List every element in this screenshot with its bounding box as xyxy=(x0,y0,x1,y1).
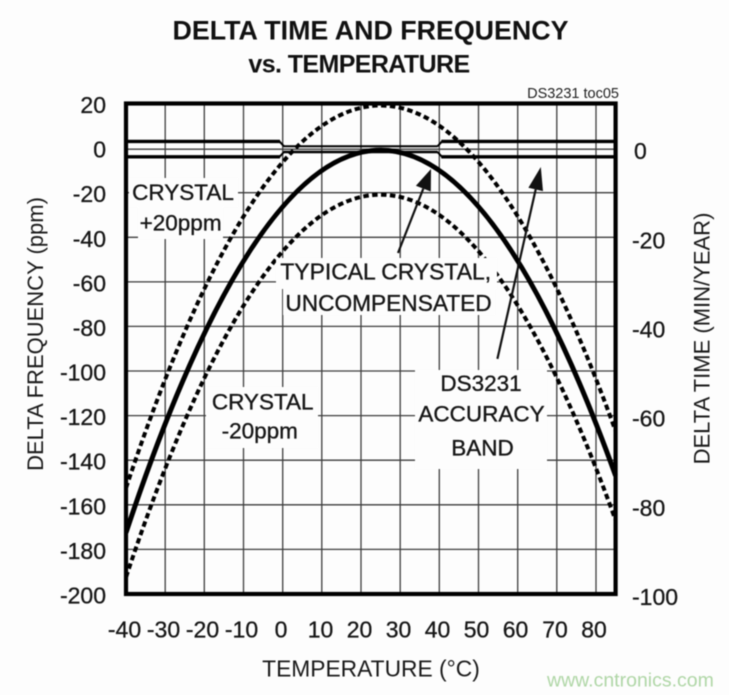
svg-text:TEMPERATURE (°C): TEMPERATURE (°C) xyxy=(262,656,480,682)
svg-text:-120: -120 xyxy=(60,404,106,430)
svg-text:-20: -20 xyxy=(186,617,219,643)
svg-text:-100: -100 xyxy=(632,584,678,610)
svg-text:+20ppm: +20ppm xyxy=(140,211,222,236)
svg-text:BAND: BAND xyxy=(451,435,514,460)
svg-text:-140: -140 xyxy=(60,449,106,475)
svg-text:60: 60 xyxy=(503,617,529,643)
svg-text:-80: -80 xyxy=(632,495,665,521)
svg-text:DELTA TIME AND FREQUENCY: DELTA TIME AND FREQUENCY xyxy=(173,16,569,46)
svg-text:-30: -30 xyxy=(147,617,180,643)
svg-text:-180: -180 xyxy=(60,538,106,564)
svg-text:-20ppm: -20ppm xyxy=(222,419,298,444)
svg-text:vs. TEMPERATURE: vs. TEMPERATURE xyxy=(248,51,469,79)
svg-text:-20: -20 xyxy=(73,181,106,207)
svg-text:DELTA FREQUENCY (ppm): DELTA FREQUENCY (ppm) xyxy=(23,197,48,471)
svg-text:-10: -10 xyxy=(225,617,258,643)
svg-text:DS3231: DS3231 xyxy=(440,371,521,396)
svg-text:0: 0 xyxy=(93,137,106,163)
svg-text:80: 80 xyxy=(581,617,607,643)
svg-text:0: 0 xyxy=(634,138,647,164)
svg-text:-160: -160 xyxy=(60,493,106,519)
svg-text:-80: -80 xyxy=(73,315,106,341)
svg-text:30: 30 xyxy=(386,617,412,643)
svg-text:ACCURACY: ACCURACY xyxy=(418,401,544,426)
svg-text:DS3231 toc05: DS3231 toc05 xyxy=(527,86,619,102)
svg-text:-60: -60 xyxy=(73,270,106,296)
svg-text:20: 20 xyxy=(80,92,106,118)
svg-text:-100: -100 xyxy=(60,360,106,386)
svg-text:-40: -40 xyxy=(108,617,141,643)
svg-text:50: 50 xyxy=(464,617,490,643)
svg-text:-40: -40 xyxy=(73,226,106,252)
svg-text:0: 0 xyxy=(275,617,288,643)
svg-text:DELTA TIME (MIN/YEAR): DELTA TIME (MIN/YEAR) xyxy=(690,213,715,465)
svg-text:-200: -200 xyxy=(60,583,106,609)
svg-text:UNCOMPENSATED: UNCOMPENSATED xyxy=(285,290,491,316)
svg-text:-60: -60 xyxy=(632,406,665,432)
svg-text:20: 20 xyxy=(347,617,373,643)
svg-text:CRYSTAL: CRYSTAL xyxy=(212,390,314,415)
svg-text:10: 10 xyxy=(308,617,334,643)
svg-text:TYPICAL CRYSTAL,: TYPICAL CRYSTAL, xyxy=(280,259,491,285)
svg-text:40: 40 xyxy=(425,617,451,643)
svg-text:-20: -20 xyxy=(632,227,665,253)
svg-text:www.cntronics.com: www.cntronics.com xyxy=(546,670,714,692)
svg-text:70: 70 xyxy=(542,617,568,643)
svg-text:CRYSTAL: CRYSTAL xyxy=(132,180,234,205)
svg-text:-40: -40 xyxy=(632,316,665,342)
